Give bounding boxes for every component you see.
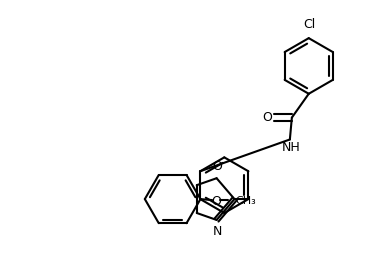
Text: NH: NH [282,141,300,154]
Text: O: O [211,195,221,208]
Text: N: N [212,225,222,238]
Text: CH₃: CH₃ [235,196,256,206]
Text: O: O [212,160,222,173]
Text: O: O [262,111,272,124]
Text: Cl: Cl [303,18,316,31]
